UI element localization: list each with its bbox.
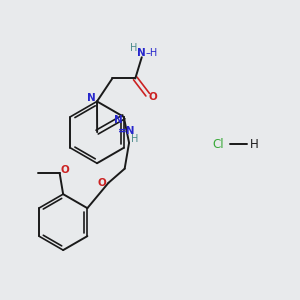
Text: N: N (114, 116, 123, 125)
Text: Cl: Cl (212, 138, 224, 151)
Text: N: N (87, 93, 96, 103)
Text: H: H (130, 44, 137, 53)
Text: N: N (137, 48, 146, 58)
Text: =N: =N (118, 126, 136, 136)
Text: O: O (148, 92, 157, 102)
Text: O: O (98, 178, 106, 188)
Text: –H: –H (146, 48, 158, 58)
Text: H: H (250, 138, 259, 151)
Text: O: O (61, 165, 69, 175)
Text: H: H (131, 134, 138, 145)
